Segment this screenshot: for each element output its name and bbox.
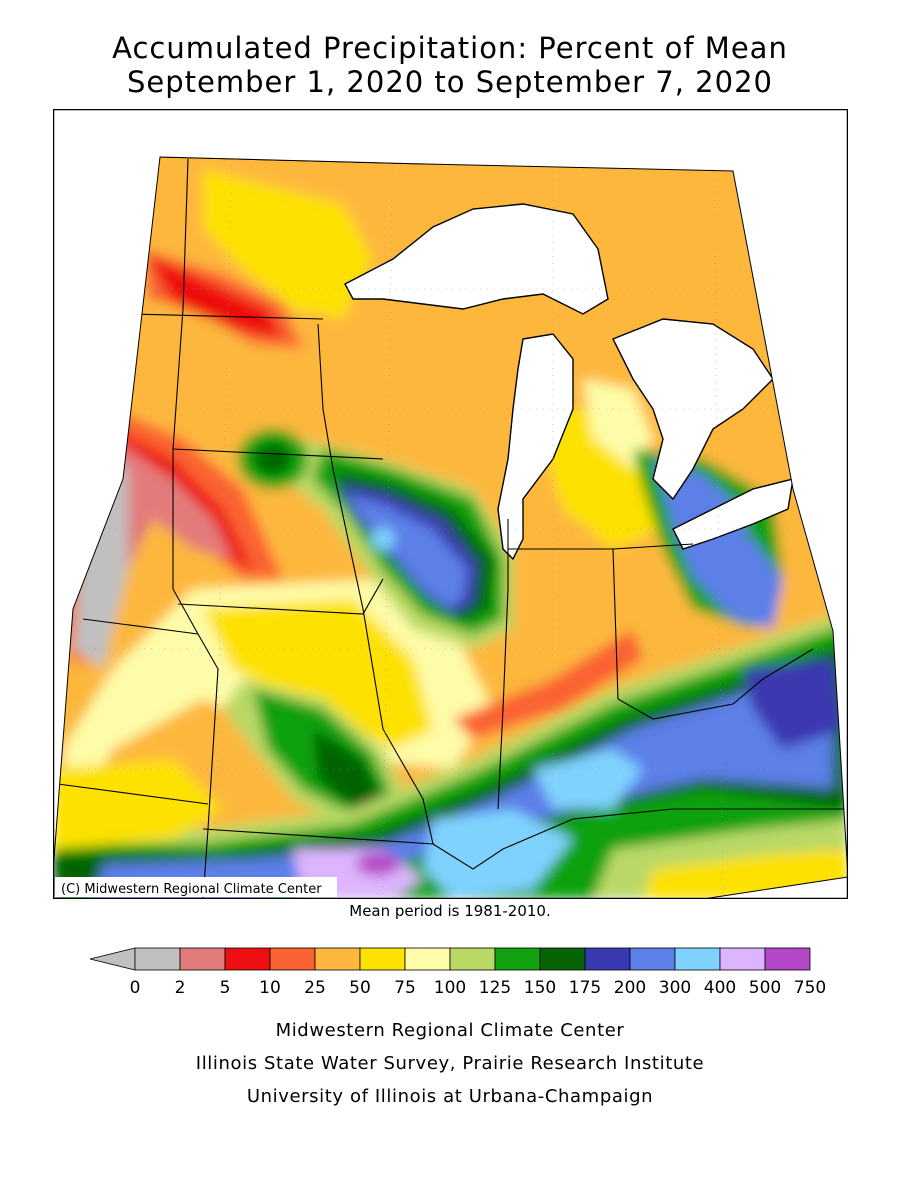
legend-tick-label: 2 (175, 978, 186, 998)
map-frame (53, 109, 848, 899)
legend-swatch (269, 947, 316, 971)
lake-huron (612, 318, 774, 501)
credit-line-1: Midwestern Regional Climate Center (275, 1020, 625, 1041)
legend-swatch (674, 947, 721, 971)
legend-tick-label: 175 (569, 978, 601, 998)
lake-superior (344, 203, 609, 315)
legend-swatch (494, 947, 541, 971)
legend-tick-label: 0 (130, 978, 141, 998)
legend-tick-label: 150 (524, 978, 556, 998)
map-copyright: (C) Midwestern Regional Climate Center (61, 882, 322, 897)
legend-swatch (719, 947, 766, 971)
lake-erie (672, 478, 794, 550)
legend-swatch (629, 947, 676, 971)
legend-tick-label: 100 (434, 978, 466, 998)
legend-tick-label: 750 (794, 978, 826, 998)
great-lakes (344, 203, 794, 561)
credit-line-2: Illinois State Water Survey, Prairie Res… (195, 1053, 705, 1074)
legend-tick-label: 125 (479, 978, 511, 998)
legend-swatch (359, 947, 406, 971)
copyright-box (55, 877, 337, 897)
legend-tick-label: 400 (704, 978, 736, 998)
legend-tick-label: 300 (659, 978, 691, 998)
legend-tick-label: 50 (349, 978, 371, 998)
legend-tick-label: 25 (304, 978, 326, 998)
precipitation-contours (53, 157, 848, 899)
legend-arrow (89, 947, 136, 971)
legend-swatch (179, 947, 226, 971)
mean-period-note: Mean period is 1981-2010. (349, 902, 551, 920)
legend-swatch (539, 947, 586, 971)
credit-line-3: University of Illinois at Urbana-Champai… (246, 1086, 654, 1107)
legend-swatch (584, 947, 631, 971)
legend-tick-label: 75 (394, 978, 416, 998)
legend-swatch (224, 947, 271, 971)
legend-swatch (134, 947, 181, 971)
legend-tick-label: 200 (614, 978, 646, 998)
legend-tick-label: 500 (749, 978, 781, 998)
precipitation-map: (C) Midwestern Regional Climate Center (53, 109, 848, 899)
legend-swatch (449, 947, 496, 971)
legend-tick-label: 5 (220, 978, 231, 998)
legend-tick-label: 10 (259, 978, 281, 998)
map-date-range: September 1, 2020 to September 7, 2020 (127, 65, 773, 99)
legend-swatch (764, 947, 811, 971)
legend-swatch (404, 947, 451, 971)
legend-swatch (314, 947, 361, 971)
color-legend: 0 2 5 10 25 50 75 100 125 150 175 200 300 400 500 750 (89, 947, 826, 998)
graticule (53, 157, 848, 899)
map-title: Accumulated Precipitation: Percent of Me… (112, 31, 788, 65)
